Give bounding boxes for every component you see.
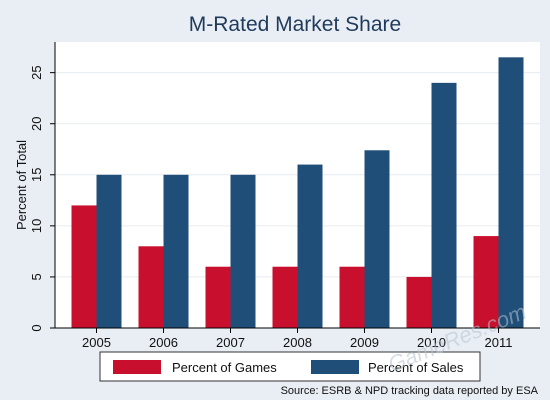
y-tick-label: 0 <box>29 324 44 331</box>
bars <box>71 57 524 328</box>
x-tick-label: 2005 <box>82 335 111 350</box>
x-tick-label: 2010 <box>417 335 446 350</box>
x-tick-label: 2009 <box>350 335 379 350</box>
x-tick-label: 2006 <box>149 335 178 350</box>
bar-percent-of-games <box>272 266 298 328</box>
bar-percent-of-games <box>406 276 432 328</box>
x-tick-label: 2011 <box>485 335 513 350</box>
x-tick-label: 2008 <box>283 335 312 350</box>
bar-percent-of-games <box>205 266 231 328</box>
bar-percent-of-sales <box>297 164 323 328</box>
bar-percent-of-sales <box>230 174 256 328</box>
y-axis-ticks: 0 5 10 15 20 25 <box>29 65 55 332</box>
legend-label-games: Percent of Games <box>172 360 277 375</box>
bar-percent-of-sales <box>498 57 524 328</box>
y-tick-label: 20 <box>29 116 44 130</box>
bar-percent-of-sales <box>96 174 122 328</box>
legend-label-sales: Percent of Sales <box>368 360 464 375</box>
bar-percent-of-games <box>138 246 164 328</box>
bar-percent-of-sales <box>163 174 189 328</box>
x-axis-ticks: 2005 2006 2007 2008 2009 2010 2011 <box>82 328 512 350</box>
y-tick-label: 15 <box>29 168 44 182</box>
chart-title: M-Rated Market Share <box>189 13 401 36</box>
legend-swatch-sales <box>311 360 359 374</box>
bar-percent-of-games <box>339 266 365 328</box>
y-axis-label: Percent of Total <box>14 140 29 230</box>
bar-percent-of-games <box>473 236 499 328</box>
y-tick-label: 10 <box>29 219 44 233</box>
y-tick-label: 25 <box>29 65 44 79</box>
x-tick-label: 2007 <box>216 335 245 350</box>
bar-percent-of-sales <box>364 150 390 328</box>
source-note: Source: ESRB & NPD tracking data reporte… <box>281 385 539 397</box>
bar-percent-of-sales <box>431 82 457 328</box>
y-tick-label: 5 <box>29 273 44 280</box>
legend-box <box>99 351 481 382</box>
legend: Percent of Games Percent of Sales <box>99 351 481 382</box>
bar-percent-of-games <box>71 205 97 328</box>
legend-swatch-games <box>113 360 161 374</box>
